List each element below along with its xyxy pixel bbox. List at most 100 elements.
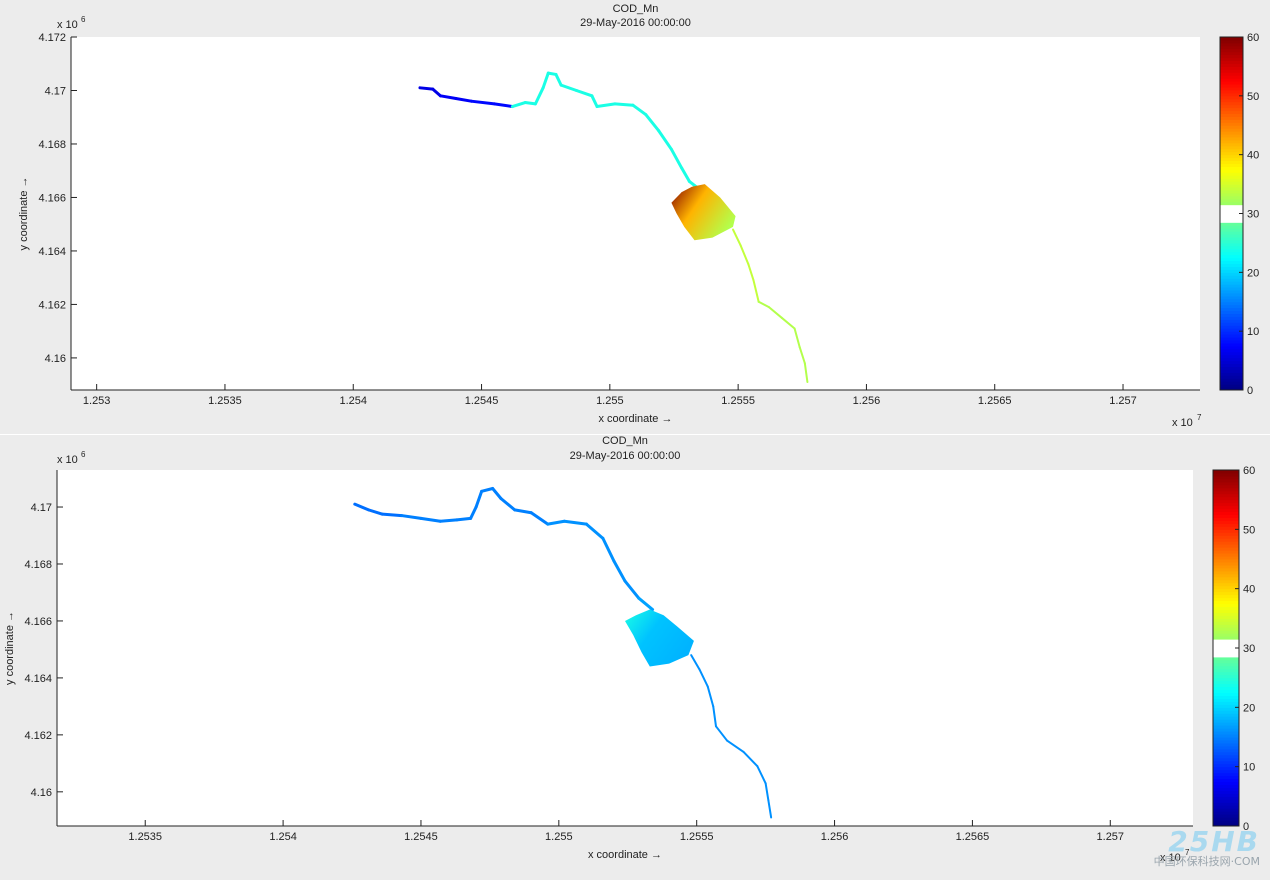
colorbar-cell — [1220, 328, 1243, 332]
watermark-caption: 中国环保科技网·COM — [1153, 855, 1260, 868]
colorbar-cell — [1220, 348, 1243, 353]
river-segment-upper — [637, 596, 655, 612]
colorbar-cell — [1220, 145, 1243, 150]
colorbar-cell — [1220, 319, 1243, 323]
colorbar-tick-label: 20 — [1243, 702, 1255, 714]
river-segment-lower — [752, 279, 760, 303]
colorbar-cell — [1213, 674, 1239, 679]
colorbar-cell — [1220, 307, 1243, 312]
colorbar-cell — [1213, 475, 1239, 480]
colorbar-cell — [1220, 113, 1243, 117]
colorbar-cell — [1220, 148, 1243, 153]
colorbar-cell — [1213, 517, 1239, 521]
colorbar-cell — [1220, 142, 1243, 147]
colorbar-cell — [1220, 325, 1243, 329]
colorbar-cell — [1220, 110, 1243, 114]
colorbar-cell — [1220, 245, 1243, 250]
river-segment-upper — [601, 536, 616, 563]
colorbar-cell — [1220, 345, 1243, 350]
colorbar-cell — [1213, 639, 1239, 643]
y-exponent: 6 — [81, 450, 86, 459]
colorbar-cell — [1213, 775, 1239, 780]
colorbar-cell — [1213, 808, 1239, 812]
colorbar-cell — [1213, 742, 1239, 747]
figure-panel-bottom: COD_Mn 29-May-2016 00:00:00 1.2535 1.254 1.2… — [0, 435, 1270, 875]
river-segment-upper — [353, 502, 371, 512]
y-tick-label: 4.16 — [45, 353, 66, 365]
colorbar-cell — [1213, 493, 1239, 498]
chart-title: COD_Mn — [613, 3, 659, 15]
river-segment-upper — [400, 514, 423, 520]
colorbar-cell — [1213, 621, 1239, 625]
y-tick-label: 4.168 — [38, 139, 66, 151]
colorbar-cell — [1213, 745, 1239, 750]
river-segment-upper — [510, 101, 527, 109]
colorbar-cell — [1220, 342, 1243, 347]
colorbar-cell — [1220, 181, 1243, 185]
x-tick-label: 1.254 — [269, 831, 297, 843]
colorbar-cell — [1213, 707, 1239, 711]
colorbar-cell — [1220, 107, 1243, 112]
x-tick-label: 1.2535 — [128, 831, 162, 843]
colorbar-cell — [1220, 295, 1243, 300]
colorbar-cell — [1213, 520, 1239, 524]
colorbar-cell — [1213, 656, 1239, 661]
colorbar-cell — [1213, 662, 1239, 667]
colorbar-cell — [1220, 104, 1243, 109]
y-tick-label: 4.164 — [24, 673, 52, 685]
x-axis-label: x coordinate → — [588, 849, 662, 861]
river-segment-upper — [492, 102, 514, 109]
colorbar-cell — [1220, 278, 1243, 282]
plot-area — [57, 470, 1193, 826]
colorbar-cell — [1220, 166, 1243, 170]
colorbar-cell — [1213, 544, 1239, 548]
river-segment-lower — [712, 705, 717, 728]
river-segment-upper — [491, 487, 503, 500]
colorbar-cell — [1220, 316, 1243, 320]
colorbar-cell — [1213, 701, 1239, 705]
colorbar-cell — [1213, 505, 1239, 510]
x-axis-label: x coordinate → — [599, 413, 673, 425]
colorbar-cell — [1220, 178, 1243, 182]
colorbar-cell — [1213, 636, 1239, 640]
colorbar-cell — [1213, 650, 1239, 655]
colorbar-cell — [1220, 337, 1243, 341]
river-segment-lower — [798, 346, 806, 365]
river-segment-upper — [612, 559, 627, 583]
river-segment-upper — [431, 87, 442, 98]
river-segment-upper — [523, 101, 537, 106]
watermark: 25HB 中国环保科技网·COM — [1122, 825, 1262, 869]
colorbar-cell — [1213, 784, 1239, 788]
colorbar-cell — [1213, 704, 1239, 708]
colorbar-cell — [1220, 289, 1243, 294]
colorbar-cell — [1213, 490, 1239, 495]
colorbar-cell — [1213, 547, 1239, 551]
river-segment-upper — [499, 496, 517, 512]
colorbar-cell — [1220, 151, 1243, 156]
river-segment-lower — [714, 725, 729, 742]
colorbar-cell — [1220, 257, 1243, 262]
colorbar-cell — [1213, 731, 1239, 735]
colorbar-cell — [1220, 189, 1243, 194]
y-tick-label: 4.16 — [31, 787, 52, 799]
colorbar-cell — [1213, 487, 1239, 492]
colorbar-cell — [1213, 689, 1239, 693]
x-exponent-label: x 10 — [1172, 417, 1193, 429]
colorbar-cell — [1220, 298, 1243, 303]
colorbar-cell — [1213, 751, 1239, 756]
river-segment-upper — [529, 511, 550, 526]
river-segment-lower — [742, 750, 759, 768]
colorbar-cell — [1213, 790, 1239, 794]
colorbar-cell — [1220, 160, 1243, 164]
river-segment-upper — [680, 166, 691, 183]
river-segment-upper — [469, 505, 478, 520]
colorbar-cell — [1213, 597, 1239, 602]
colorbar-cell — [1213, 781, 1239, 785]
colorbar-cell — [1213, 594, 1239, 599]
colorbar-cell — [1220, 322, 1243, 326]
colorbar-cell — [1220, 263, 1243, 267]
x-tick-label: 1.256 — [821, 831, 849, 843]
colorbar-cell — [1220, 198, 1243, 203]
colorbar-cell — [1220, 242, 1243, 247]
colorbar-cell — [1213, 550, 1239, 554]
